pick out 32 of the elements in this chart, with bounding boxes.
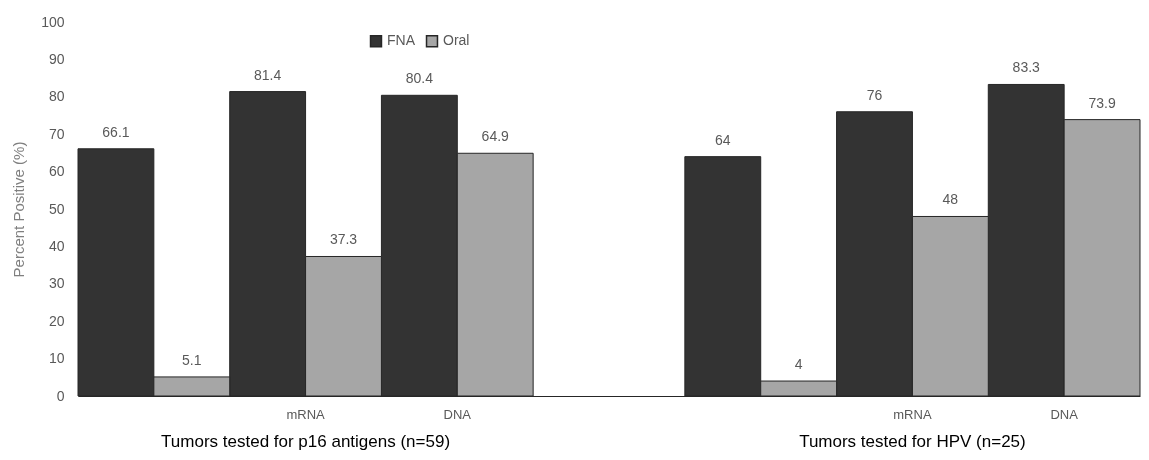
y-tick-label: 60	[48, 163, 65, 180]
data-label: 64	[715, 131, 731, 148]
y-tick-label: 30	[48, 275, 65, 292]
data-label: 4	[794, 356, 803, 373]
data-label: 73.9	[1088, 94, 1116, 111]
y-tick-label: 10	[48, 350, 65, 367]
y-tick-label: 70	[48, 125, 65, 142]
text: Tumors tested for p16 antigens (n=59)	[161, 432, 451, 451]
x-tick-label: mRNA	[286, 406, 326, 422]
y-axis-title: Percent Positive (%)	[10, 141, 28, 278]
y-tick-label: 40	[48, 237, 65, 254]
x-tick-label: mRNA	[893, 406, 932, 422]
data-label: 5.1	[182, 351, 202, 368]
legend-label: FNA	[387, 32, 416, 49]
y-tick-label: 50	[48, 200, 65, 217]
data-label: 80.4	[405, 70, 434, 87]
data-label: 48	[942, 191, 959, 208]
y-tick-label: 20	[48, 312, 65, 329]
x-tick-label: DNA	[443, 406, 472, 422]
y-tick-label: 90	[48, 50, 65, 67]
legend-label: Oral	[443, 32, 470, 49]
data-label: 76	[866, 86, 883, 103]
data-label: 83.3	[1012, 59, 1041, 76]
y-tick-label: 80	[48, 88, 65, 105]
data-label: 66.1	[102, 123, 130, 140]
text: Tumors tested for HPV (n=25)	[799, 432, 1026, 451]
data-label: 37.3	[329, 231, 358, 248]
data-label: 64.9	[481, 128, 510, 145]
data-label: 81.4	[254, 66, 282, 83]
x-tick-label: DNA	[1050, 406, 1079, 422]
y-tick-label: 100	[41, 13, 65, 30]
y-tick-label: 0	[56, 387, 65, 404]
